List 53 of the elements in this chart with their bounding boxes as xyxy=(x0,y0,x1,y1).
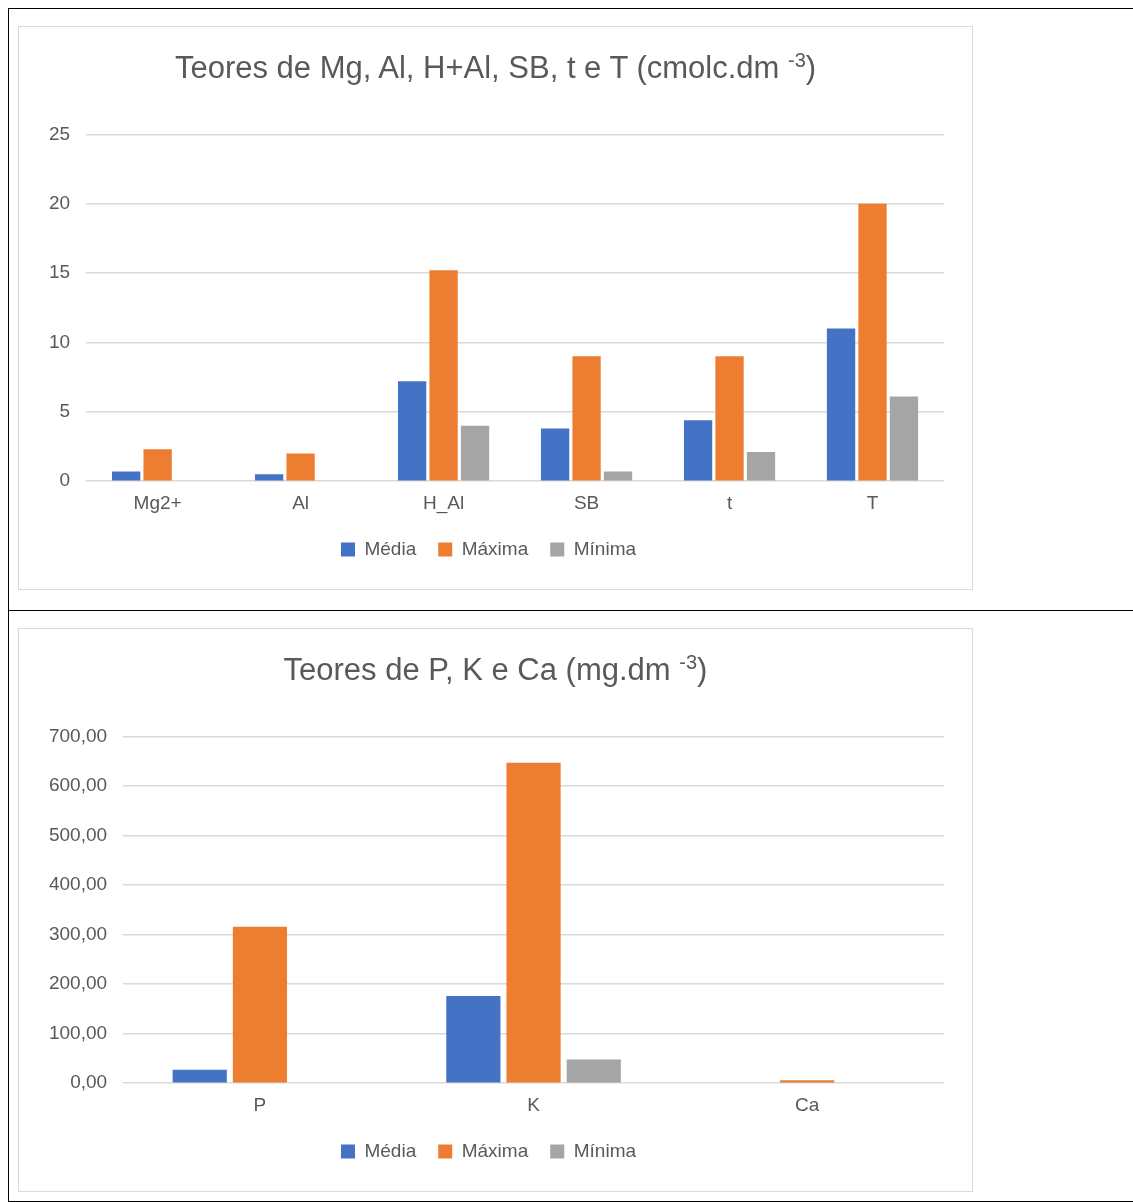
y-tick-label: 0 xyxy=(59,469,71,491)
bar xyxy=(254,474,284,481)
x-tick-label: T xyxy=(866,491,879,513)
legend-label: Média xyxy=(364,1139,417,1161)
bar xyxy=(826,328,856,481)
legend-label: Máxima xyxy=(461,537,529,559)
y-tick-label: 0,00 xyxy=(70,1071,108,1093)
bar xyxy=(889,396,919,481)
bar xyxy=(172,1069,227,1083)
bar xyxy=(566,1059,621,1083)
bar xyxy=(143,449,172,481)
y-tick-label: 5 xyxy=(59,400,71,422)
bar xyxy=(286,453,315,481)
y-tick-label: 20 xyxy=(48,191,71,213)
y-tick-label: 400,00 xyxy=(48,873,108,895)
chart-title: Teores de P, K e Ca (mg.dm $^{-3}$) xyxy=(282,651,709,689)
y-tick-label: 15 xyxy=(48,261,71,283)
legend-label: Mínima xyxy=(573,537,637,559)
y-tick-label: 500,00 xyxy=(48,823,108,845)
bar xyxy=(746,452,776,481)
bar xyxy=(780,1080,835,1083)
x-tick-label: Ca xyxy=(795,1093,820,1115)
y-tick-label: 25 xyxy=(48,122,71,144)
bar xyxy=(460,425,490,481)
x-tick-label: SB xyxy=(573,491,600,513)
bar xyxy=(232,926,288,1083)
x-tick-label: K xyxy=(527,1093,541,1115)
bar xyxy=(397,381,427,481)
bar xyxy=(540,428,570,481)
x-tick-label: P xyxy=(253,1093,267,1115)
bar xyxy=(572,356,601,481)
y-tick-label: 10 xyxy=(48,330,71,352)
y-tick-label: 300,00 xyxy=(48,922,108,944)
chart-title: Teores de Mg, Al, H+Al, SB, t e T (cmolc.dm $^{-3}$) xyxy=(173,49,818,87)
bar xyxy=(603,471,633,481)
bar xyxy=(429,270,458,481)
y-tick-label: 700,00 xyxy=(48,724,108,746)
bar xyxy=(858,203,887,481)
y-tick-label: 100,00 xyxy=(48,1021,108,1043)
bar xyxy=(112,471,141,481)
x-tick-label: H_Al xyxy=(422,491,465,514)
bar xyxy=(446,996,501,1083)
y-tick-label: 600,00 xyxy=(48,774,108,796)
x-tick-label: t xyxy=(726,491,733,513)
legend-label: Média xyxy=(364,537,417,559)
bar xyxy=(506,762,561,1083)
bar xyxy=(715,356,744,481)
y-tick-label: 200,00 xyxy=(48,972,108,994)
legend-label: Máxima xyxy=(461,1139,529,1161)
x-tick-label: Al xyxy=(292,491,310,513)
legend-label: Mínima xyxy=(573,1139,637,1161)
x-tick-label: Mg2+ xyxy=(133,491,182,513)
bar xyxy=(683,420,713,481)
